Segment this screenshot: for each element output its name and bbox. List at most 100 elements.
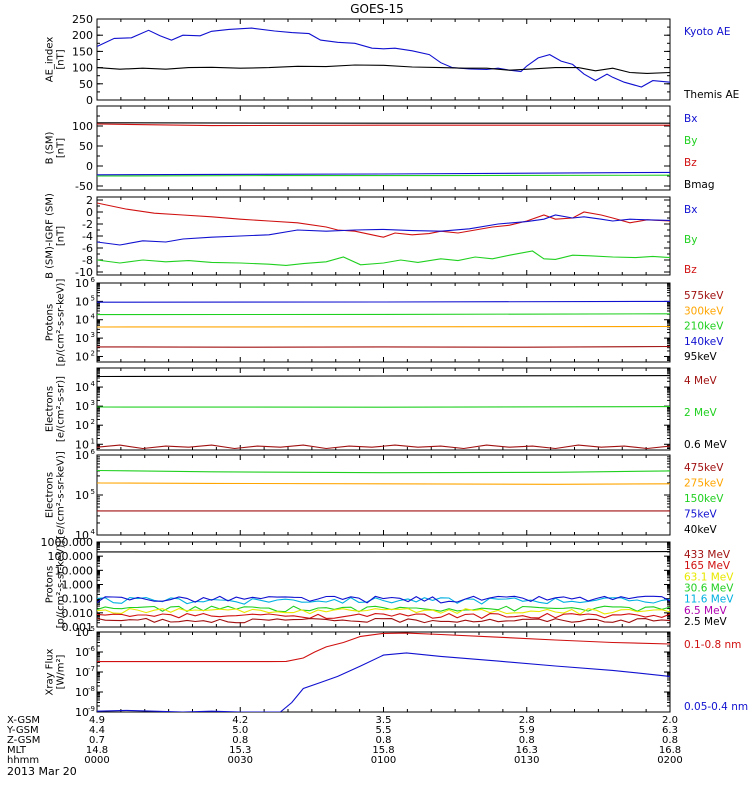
x-tick-value: 0200	[657, 755, 682, 766]
panel-protons2: 0.0010.0100.1001.00010.000100.0001000.00…	[41, 536, 735, 634]
y-axis-label: [W/m²]	[56, 654, 67, 689]
legend-entry: 300keV	[684, 305, 724, 317]
y-tick-exponent: 4	[91, 313, 96, 321]
y-tick-label: 10	[75, 626, 89, 639]
legend-entry: 40keV	[684, 524, 718, 536]
y-tick-label: 10	[75, 666, 89, 679]
y-tick-exponent: -8	[88, 685, 95, 693]
panel-frame	[97, 632, 670, 712]
series-line-210kev	[97, 314, 670, 315]
legend-entry: Bx	[684, 204, 697, 216]
y-tick-label: 100.000	[48, 550, 94, 563]
legend-entry: 0.6 MeV	[684, 439, 728, 451]
x-tick-value: 0100	[371, 755, 396, 766]
panel-frame	[97, 368, 670, 450]
y-tick-label: 0	[86, 206, 93, 219]
panel-frame	[97, 455, 670, 535]
y-tick-label: 10	[75, 419, 89, 432]
series-line-2-5-mev	[97, 552, 670, 553]
legend-entry: 95keV	[684, 351, 718, 363]
panel-frame	[97, 19, 670, 100]
series-line-150kev	[97, 471, 670, 473]
y-tick-label: 250	[72, 13, 93, 26]
y-tick-exponent: -5	[88, 625, 95, 633]
series-line-140kev	[97, 301, 670, 302]
y-tick-label: 200	[72, 29, 93, 42]
legend-entry: 2.5 MeV	[684, 616, 728, 628]
series-line-bz	[97, 124, 670, 126]
y-tick-label: 10	[75, 706, 89, 719]
y-tick-exponent: -7	[88, 665, 95, 673]
y-tick-label: -50	[75, 180, 93, 193]
y-tick-label: 10	[75, 449, 89, 462]
y-tick-label: 2	[86, 194, 93, 207]
y-tick-exponent: 3	[91, 399, 95, 407]
y-tick-exponent: 6	[91, 448, 96, 456]
legend-entry: 2 MeV	[684, 407, 718, 419]
y-tick-label: 10	[75, 381, 89, 394]
series-line-0-6-mev	[97, 376, 670, 377]
series-line-575kev	[97, 347, 670, 348]
series-line-2-mev	[97, 407, 670, 408]
y-tick-exponent: 3	[91, 331, 95, 339]
panel-frame	[97, 106, 670, 190]
y-axis-label: Protons	[45, 304, 56, 341]
y-tick-exponent: 2	[91, 349, 95, 357]
y-tick-label: 0	[86, 94, 93, 107]
chart-title: GOES-15	[350, 2, 404, 16]
series-line-by	[97, 175, 670, 176]
y-tick-label: 10	[75, 314, 89, 327]
y-axis-label: Xray Flux	[45, 648, 56, 695]
legend-entry: 140keV	[684, 336, 724, 348]
y-axis-label: [nT]	[56, 49, 67, 69]
y-axis-label: Protons	[45, 566, 56, 603]
y-axis-label: Electrons	[45, 472, 56, 518]
series-line-bx	[97, 215, 670, 245]
y-tick-label: 100	[72, 120, 93, 133]
legend-entry: By	[684, 135, 697, 147]
legend-entry: 275keV	[684, 478, 724, 490]
y-tick-label: 10	[75, 489, 89, 502]
legend-entry: 475keV	[684, 462, 724, 474]
legend-entry: Bmag	[684, 179, 715, 191]
series-line-0-1-0-8-nm	[97, 633, 670, 662]
legend-entry: Bz	[684, 157, 697, 169]
series-line-kyoto-ae	[97, 28, 670, 87]
y-tick-label: 10	[75, 646, 89, 659]
y-axis-label: B (SM)	[45, 131, 56, 164]
y-axis-label: [nT]	[56, 226, 67, 246]
y-tick-label: 50	[79, 140, 93, 153]
y-tick-label: 10	[75, 350, 89, 363]
y-tick-label: 150	[72, 45, 93, 58]
legend-entry: 210keV	[684, 321, 724, 333]
y-tick-exponent: -9	[88, 705, 95, 713]
y-axis-label: [e/(cm²-s-sr-keV)]	[56, 451, 67, 539]
series-line-bz	[97, 203, 670, 237]
y-tick-label: 10	[75, 295, 89, 308]
series-line-bx	[97, 172, 670, 174]
y-axis-label: Electrons	[45, 386, 56, 432]
y-tick-label: 100	[72, 62, 93, 75]
legend-entry: 0.1-0.8 nm	[684, 639, 741, 651]
y-tick-exponent: 6	[91, 276, 96, 284]
series-line-by	[97, 251, 670, 265]
legend-entry: 150keV	[684, 493, 724, 505]
series-line-300kev	[97, 327, 670, 328]
y-tick-exponent: -6	[88, 645, 96, 653]
y-tick-label: 10	[75, 686, 89, 699]
legend-entry: Bz	[684, 264, 697, 276]
legend-entry: 0.05-0.4 nm	[684, 701, 748, 713]
legend-entry: Kyoto AE	[684, 26, 730, 38]
x-tick-value: 0130	[514, 755, 539, 766]
y-tick-label: -6	[82, 242, 93, 255]
legend-entry: 4 MeV	[684, 375, 718, 387]
y-tick-exponent: 5	[91, 294, 95, 302]
y-axis-label: [p/(cm²-s-sr-keV)]	[56, 279, 67, 367]
